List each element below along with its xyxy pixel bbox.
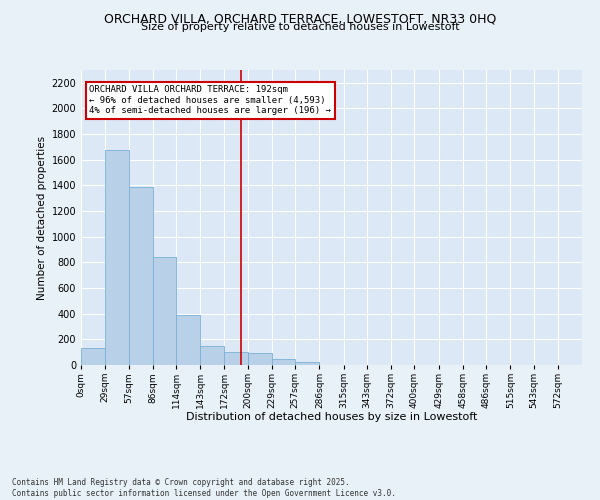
Bar xyxy=(295,362,319,365)
Bar xyxy=(176,315,200,365)
Bar xyxy=(200,346,224,365)
Y-axis label: Number of detached properties: Number of detached properties xyxy=(37,136,47,300)
Bar xyxy=(105,150,128,365)
Bar xyxy=(272,358,295,365)
Bar xyxy=(248,354,272,365)
Text: Contains HM Land Registry data © Crown copyright and database right 2025.
Contai: Contains HM Land Registry data © Crown c… xyxy=(12,478,396,498)
X-axis label: Distribution of detached houses by size in Lowestoft: Distribution of detached houses by size … xyxy=(186,412,477,422)
Text: ORCHARD VILLA, ORCHARD TERRACE, LOWESTOFT, NR33 0HQ: ORCHARD VILLA, ORCHARD TERRACE, LOWESTOF… xyxy=(104,12,496,26)
Bar xyxy=(81,348,105,365)
Text: Size of property relative to detached houses in Lowestoft: Size of property relative to detached ho… xyxy=(140,22,460,32)
Bar xyxy=(224,352,248,365)
Bar xyxy=(128,186,152,365)
Text: ORCHARD VILLA ORCHARD TERRACE: 192sqm
← 96% of detached houses are smaller (4,59: ORCHARD VILLA ORCHARD TERRACE: 192sqm ← … xyxy=(89,86,331,115)
Bar xyxy=(152,258,176,365)
